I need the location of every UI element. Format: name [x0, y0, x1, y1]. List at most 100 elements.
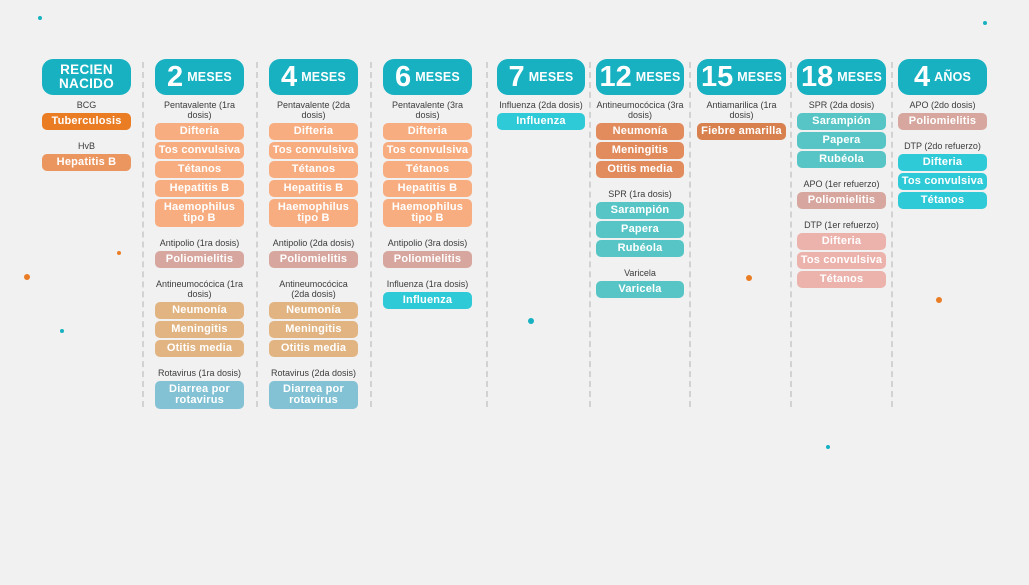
age-header: 15 MESES — [697, 59, 786, 95]
schedule-column: 12 MESES Antineumocócica (3ra dosis) Neumon… — [596, 59, 684, 300]
schedule-column: 4 MESES Pentavalente (2da dosis) Difteria To… — [269, 59, 358, 411]
vaccine-name: Antineumocócica (2da dosis) — [279, 279, 348, 299]
age-number: 7 — [508, 60, 525, 93]
vaccine-group: Pentavalente (1ra dosis) Difteria Tos conv… — [155, 100, 244, 229]
disease-badge: Tos convulsiva — [898, 173, 987, 190]
column-divider — [370, 62, 372, 407]
disease-badge: Influenza — [383, 292, 472, 309]
disease-badge: Meningitis — [155, 321, 244, 338]
vaccine-group: Varicela Varicela — [596, 268, 684, 300]
vaccine-name: HvB — [77, 141, 95, 151]
column-divider — [142, 62, 144, 407]
disease-badge: Tos convulsiva — [269, 142, 358, 159]
disease-badge: Poliomielitis — [797, 192, 886, 209]
vaccine-group: Antineumocócica (3ra dosis) Neumonía Menin… — [596, 100, 684, 180]
age-header: 18 MESES — [797, 59, 886, 95]
age-header: 4 AÑOS — [898, 59, 987, 95]
disease-badge: Haemophilus tipo B — [383, 199, 472, 227]
vaccine-group: APO (2do dosis) Poliomielitis — [898, 100, 987, 132]
vaccine-group: Influenza (2da dosis) Influenza — [497, 100, 585, 132]
disease-badge: Fiebre amarilla — [697, 123, 786, 140]
decorative-dot — [24, 274, 30, 280]
vaccine-group: APO (1er refuerzo) Poliomielitis — [797, 179, 886, 211]
decorative-dot — [60, 329, 64, 333]
vaccine-group: Antineumocócica (2da dosis) Neumonía Menin… — [269, 279, 358, 359]
disease-badge: Tétanos — [898, 192, 987, 209]
disease-badge: Difteria — [155, 123, 244, 140]
vaccine-name: DTP (2do refuerzo) — [904, 141, 981, 151]
disease-badge: Papera — [797, 132, 886, 149]
schedule-column: 6 MESES Pentavalente (3ra dosis) Difteria To… — [383, 59, 472, 311]
vaccine-group: Antipolio (2da dosis) Poliomielitis — [269, 238, 358, 270]
age-header: RECIEN NACIDO — [42, 59, 131, 95]
disease-badge: Haemophilus tipo B — [155, 199, 244, 227]
vaccine-name: Pentavalente (1ra dosis) — [163, 100, 236, 120]
column-divider — [790, 62, 792, 407]
disease-badge: Meningitis — [269, 321, 358, 338]
vaccine-group: Antiamarilica (1ra dosis) Fiebre amarilla — [697, 100, 786, 142]
disease-badge: Sarampión — [797, 113, 886, 130]
disease-badge: Rubéola — [596, 240, 684, 257]
schedule-column: 15 MESES Antiamarilica (1ra dosis) Fiebre a… — [697, 59, 786, 142]
vaccine-group: BCG Tuberculosis — [42, 100, 131, 132]
disease-badge: Difteria — [269, 123, 358, 140]
vaccine-name: DTP (1er refuerzo) — [804, 220, 879, 230]
disease-badge: Neumonía — [596, 123, 684, 140]
column-divider — [689, 62, 691, 407]
disease-badge: Otitis media — [269, 340, 358, 357]
decorative-dot — [117, 251, 121, 255]
vaccine-group: Rotavirus (2da dosis) Diarrea por rotavir… — [269, 368, 358, 411]
age-unit: MESES — [187, 70, 232, 84]
vaccine-name: BCG — [76, 100, 97, 110]
age-header: 12 MESES — [596, 59, 684, 95]
disease-badge: Tos convulsiva — [797, 252, 886, 269]
age-header: 4 MESES — [269, 59, 358, 95]
disease-badge: Tétanos — [155, 161, 244, 178]
age-unit: AÑOS — [934, 70, 972, 84]
disease-badge: Diarrea por rotavirus — [155, 381, 244, 409]
age-number: 4 — [913, 60, 931, 93]
age-number: 18 — [800, 60, 834, 93]
disease-badge: Varicela — [596, 281, 684, 298]
vaccine-name: Rotavirus (2da dosis) — [270, 368, 357, 378]
disease-badge: Rubéola — [797, 151, 886, 168]
disease-badge: Tos convulsiva — [383, 142, 472, 159]
age-unit: MESES — [528, 70, 574, 84]
disease-badge: Poliomielitis — [383, 251, 472, 268]
vaccine-group: DTP (2do refuerzo) Difteria Tos convulsiva… — [898, 141, 987, 211]
vaccine-name: Pentavalente (2da dosis) — [276, 100, 351, 120]
vaccine-name: Influenza (1ra dosis) — [386, 279, 469, 289]
disease-badge: Poliomielitis — [898, 113, 987, 130]
age-unit: MESES — [301, 70, 346, 84]
vaccine-name: Antineumocócica (3ra dosis) — [596, 100, 684, 120]
decorative-dot — [528, 318, 534, 324]
vaccine-name: APO (1er refuerzo) — [803, 179, 880, 189]
disease-badge: Tos convulsiva — [155, 142, 244, 159]
schedule-column: 4 AÑOS APO (2do dosis) Poliomielitis DTP (2d… — [898, 59, 987, 211]
vaccine-group: Pentavalente (2da dosis) Difteria Tos conv… — [269, 100, 358, 229]
decorative-dot — [38, 16, 42, 20]
disease-badge: Haemophilus tipo B — [269, 199, 358, 227]
vaccine-group: Influenza (1ra dosis) Influenza — [383, 279, 472, 311]
schedule-column: 18 MESES SPR (2da dosis) Sarampión Papera Rub… — [797, 59, 886, 290]
vaccine-name: Rotavirus (1ra dosis) — [157, 368, 242, 378]
disease-badge: Difteria — [797, 233, 886, 250]
decorative-dot — [936, 297, 942, 303]
disease-badge: Hepatitis B — [383, 180, 472, 197]
disease-badge: Difteria — [898, 154, 987, 171]
vaccine-group: HvB Hepatitis B — [42, 141, 131, 173]
disease-badge: Difteria — [383, 123, 472, 140]
disease-badge: Tétanos — [383, 161, 472, 178]
vaccine-name: Antineumocócica (1ra dosis) — [155, 279, 244, 299]
disease-badge: Tétanos — [797, 271, 886, 288]
disease-badge: Poliomielitis — [155, 251, 244, 268]
disease-badge: Hepatitis B — [155, 180, 244, 197]
column-divider — [891, 62, 893, 407]
age-number: 2 — [167, 60, 184, 93]
column-divider — [486, 62, 488, 407]
vaccine-name: SPR (1ra dosis) — [608, 189, 672, 199]
disease-badge: Sarampión — [596, 202, 684, 219]
age-header: 7 MESES — [497, 59, 585, 95]
disease-badge: Hepatitis B — [42, 154, 131, 171]
disease-badge: Papera — [596, 221, 684, 238]
